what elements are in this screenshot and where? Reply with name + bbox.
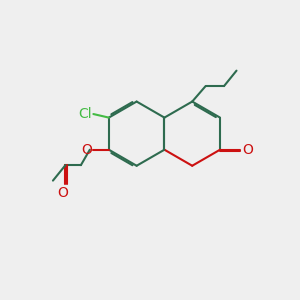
Text: Cl: Cl xyxy=(78,107,92,121)
Text: O: O xyxy=(81,143,92,157)
Text: O: O xyxy=(243,143,254,157)
Text: O: O xyxy=(58,186,68,200)
